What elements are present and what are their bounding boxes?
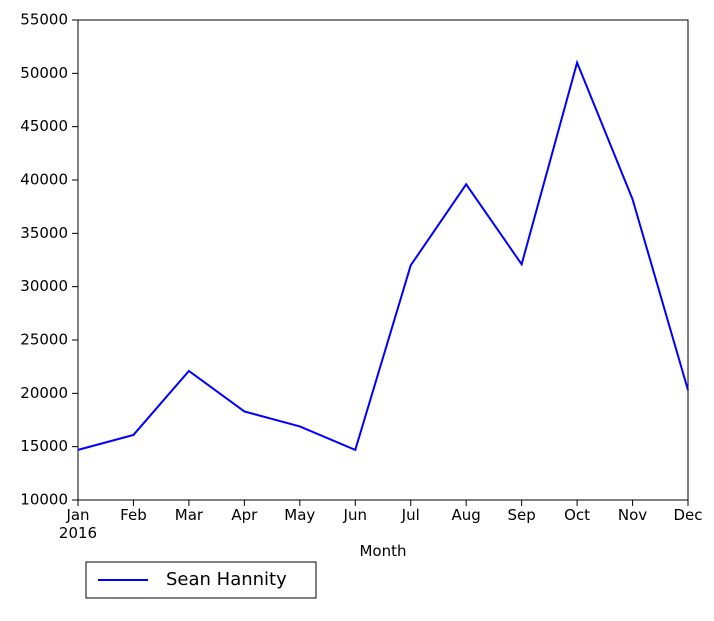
year-label: 2016 bbox=[59, 524, 97, 542]
x-tick-label: Apr bbox=[231, 506, 258, 524]
chart-container: 10000 15000 20000 25000 30000 35000 40000 45000… bbox=[0, 0, 714, 621]
y-tick-label: 25000 bbox=[20, 331, 68, 349]
y-tick-label: 15000 bbox=[20, 437, 68, 455]
y-tick-label: 35000 bbox=[20, 224, 68, 242]
y-tick-label: 20000 bbox=[20, 384, 68, 402]
y-tick-label: 40000 bbox=[20, 171, 68, 189]
y-tick-label: 45000 bbox=[20, 117, 68, 135]
x-tick-label: Mar bbox=[175, 506, 204, 524]
x-tick-label: Jul bbox=[401, 506, 420, 524]
x-tick-label: May bbox=[284, 506, 315, 524]
legend-label: Sean Hannity bbox=[166, 569, 287, 590]
x-tick-label: Aug bbox=[452, 506, 481, 524]
x-axis-label: Month bbox=[359, 542, 406, 560]
x-tick-label: Dec bbox=[673, 506, 702, 524]
y-tick-label: 55000 bbox=[20, 11, 68, 29]
line-chart: 10000 15000 20000 25000 30000 35000 40000 45000… bbox=[0, 0, 714, 621]
y-tick-label: 30000 bbox=[20, 277, 68, 295]
x-tick-label: Jun bbox=[343, 506, 367, 524]
x-tick-label: Feb bbox=[120, 506, 147, 524]
y-tick-label: 10000 bbox=[20, 491, 68, 509]
series-line bbox=[78, 63, 688, 450]
x-tick-label: Sep bbox=[507, 506, 535, 524]
y-tick-label: 50000 bbox=[20, 64, 68, 82]
x-tick-label: Nov bbox=[618, 506, 647, 524]
plot-frame bbox=[78, 20, 688, 500]
x-tick-label: Oct bbox=[564, 506, 590, 524]
x-tick-label: Jan bbox=[65, 506, 89, 524]
